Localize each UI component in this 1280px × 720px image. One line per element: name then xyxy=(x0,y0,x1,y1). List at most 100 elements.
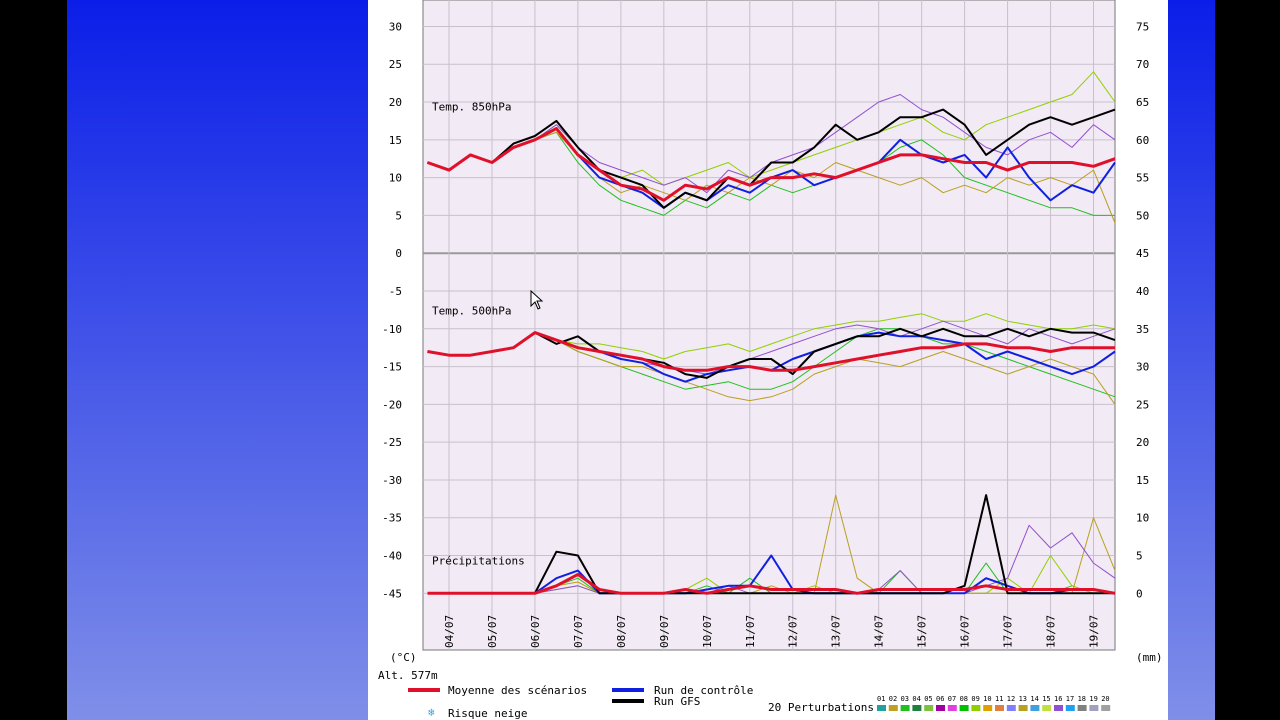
snow-label: Risque neige xyxy=(448,707,527,720)
legend-member-label: 06 xyxy=(936,695,944,703)
y-tick-label: -15 xyxy=(382,361,402,374)
legend-member-swatch xyxy=(924,705,934,711)
background-right xyxy=(1168,0,1215,720)
legend-member-swatch xyxy=(983,705,993,711)
y-tick-label: 5 xyxy=(395,209,402,222)
legend-member-swatch xyxy=(959,705,969,711)
y-tick-label: 10 xyxy=(389,172,402,185)
series-line xyxy=(427,494,1115,595)
panel-label: Temp. 500hPa xyxy=(432,305,511,318)
y2-tick-label: 70 xyxy=(1136,58,1149,71)
legend-member-label: 16 xyxy=(1054,695,1062,703)
x-tick-label: 10/07 xyxy=(701,615,714,648)
legend-member-label: 03 xyxy=(901,695,909,703)
legend-member-swatch xyxy=(1089,705,1099,711)
y2-tick-label: 75 xyxy=(1136,20,1149,33)
y2-tick-label: 0 xyxy=(1136,587,1143,600)
y-tick-label: 20 xyxy=(389,96,402,109)
x-tick-label: 07/07 xyxy=(572,615,585,648)
legend-member-swatch xyxy=(900,705,910,711)
legend: Moyenne des scénarios Run de contrôleRun … xyxy=(408,684,1111,714)
x-tick-label: 08/07 xyxy=(615,615,628,648)
x-tick-label: 14/07 xyxy=(873,615,886,648)
y2-tick-label: 15 xyxy=(1136,474,1149,487)
legend-label: Moyenne des scénarios xyxy=(448,684,587,697)
y-tick-label: -35 xyxy=(382,512,402,525)
series-line xyxy=(427,572,1116,595)
x-tick-label: 19/07 xyxy=(1088,615,1101,648)
legend-member-label: 09 xyxy=(971,695,979,703)
snow-icon: ❄ xyxy=(428,706,435,719)
y2-tick-label: 50 xyxy=(1136,209,1149,222)
y2-tick-label: 65 xyxy=(1136,96,1149,109)
series-line xyxy=(427,331,1115,372)
x-tick-label: 17/07 xyxy=(1002,615,1015,648)
legend-member-label: 05 xyxy=(924,695,932,703)
series-line xyxy=(427,554,1116,595)
legend-member-label: 08 xyxy=(960,695,968,703)
y-axis-unit: (°C) xyxy=(390,651,417,664)
legend-member-swatch xyxy=(877,705,886,711)
series-line xyxy=(427,108,1116,209)
legend-member-swatch xyxy=(912,705,922,711)
y-tick-label: -20 xyxy=(382,398,402,411)
legend-member-swatch xyxy=(1065,705,1075,711)
legend-member-label: 15 xyxy=(1042,695,1050,703)
y-tick-label: -5 xyxy=(389,285,402,298)
y2-tick-label: 25 xyxy=(1136,398,1149,411)
legend-member-swatch xyxy=(1054,705,1063,711)
background-left xyxy=(67,0,368,720)
y2-tick-label: 5 xyxy=(1136,550,1143,563)
panel-label: Temp. 850hPa xyxy=(432,100,511,113)
y2-tick-label: 30 xyxy=(1136,361,1149,374)
legend-member-swatch xyxy=(1030,705,1040,711)
legend-member-label: 14 xyxy=(1030,695,1038,703)
legend-member-swatch xyxy=(888,705,898,711)
legend-member-label: 07 xyxy=(948,695,956,703)
y-tick-label: 25 xyxy=(389,58,402,71)
legend-member-swatch xyxy=(936,705,945,711)
y-tick-label: -40 xyxy=(382,550,402,563)
series-line xyxy=(427,127,1116,202)
y2-tick-label: 35 xyxy=(1136,323,1149,336)
mouse-cursor xyxy=(530,289,544,310)
legend-member-label: 17 xyxy=(1066,695,1074,703)
legend-member-label: 20 xyxy=(1101,695,1109,703)
y2-tick-label: 10 xyxy=(1136,512,1149,525)
legend-member-label: 04 xyxy=(912,695,920,703)
y-tick-label: -45 xyxy=(382,587,402,600)
legend-member-swatch xyxy=(995,705,1004,711)
x-tick-label: 15/07 xyxy=(916,615,929,648)
plot-area xyxy=(422,0,1116,651)
y2-tick-label: 60 xyxy=(1136,134,1149,147)
lines xyxy=(427,71,1116,595)
legend-member-label: 02 xyxy=(889,695,897,703)
y-tick-label: -10 xyxy=(382,323,402,336)
y2-tick-label: 20 xyxy=(1136,436,1149,449)
grid xyxy=(423,0,1115,650)
legend-member-swatch xyxy=(1018,705,1028,711)
altitude: Alt. 577m xyxy=(378,669,438,682)
y-tick-label: 15 xyxy=(389,134,402,147)
legend-member-label: 13 xyxy=(1019,695,1027,703)
y-tick-label: -30 xyxy=(382,474,402,487)
legend-member-label: 01 xyxy=(877,695,885,703)
y2-tick-label: 45 xyxy=(1136,247,1149,260)
legend-member-swatch xyxy=(947,705,957,711)
legend-perturbations: 20 Perturbations xyxy=(768,701,874,714)
y-tick-label: -25 xyxy=(382,436,402,449)
x-tick-label: 16/07 xyxy=(959,615,972,648)
x-tick-label: 12/07 xyxy=(787,615,800,648)
x-tick-label: 05/07 xyxy=(486,615,499,648)
x-tick-label: 18/07 xyxy=(1045,615,1058,648)
legend-member-swatch xyxy=(1006,705,1016,711)
x-tick-label: 13/07 xyxy=(830,615,843,648)
legend-member-swatch xyxy=(1077,705,1087,711)
legend-member-swatch xyxy=(1101,705,1111,711)
y2-tick-label: 55 xyxy=(1136,172,1149,185)
x-tick-label: 06/07 xyxy=(529,615,542,648)
x-tick-label: 09/07 xyxy=(658,615,671,648)
legend-member-swatch xyxy=(971,705,981,711)
y2-axis-unit: (mm) xyxy=(1136,651,1163,664)
